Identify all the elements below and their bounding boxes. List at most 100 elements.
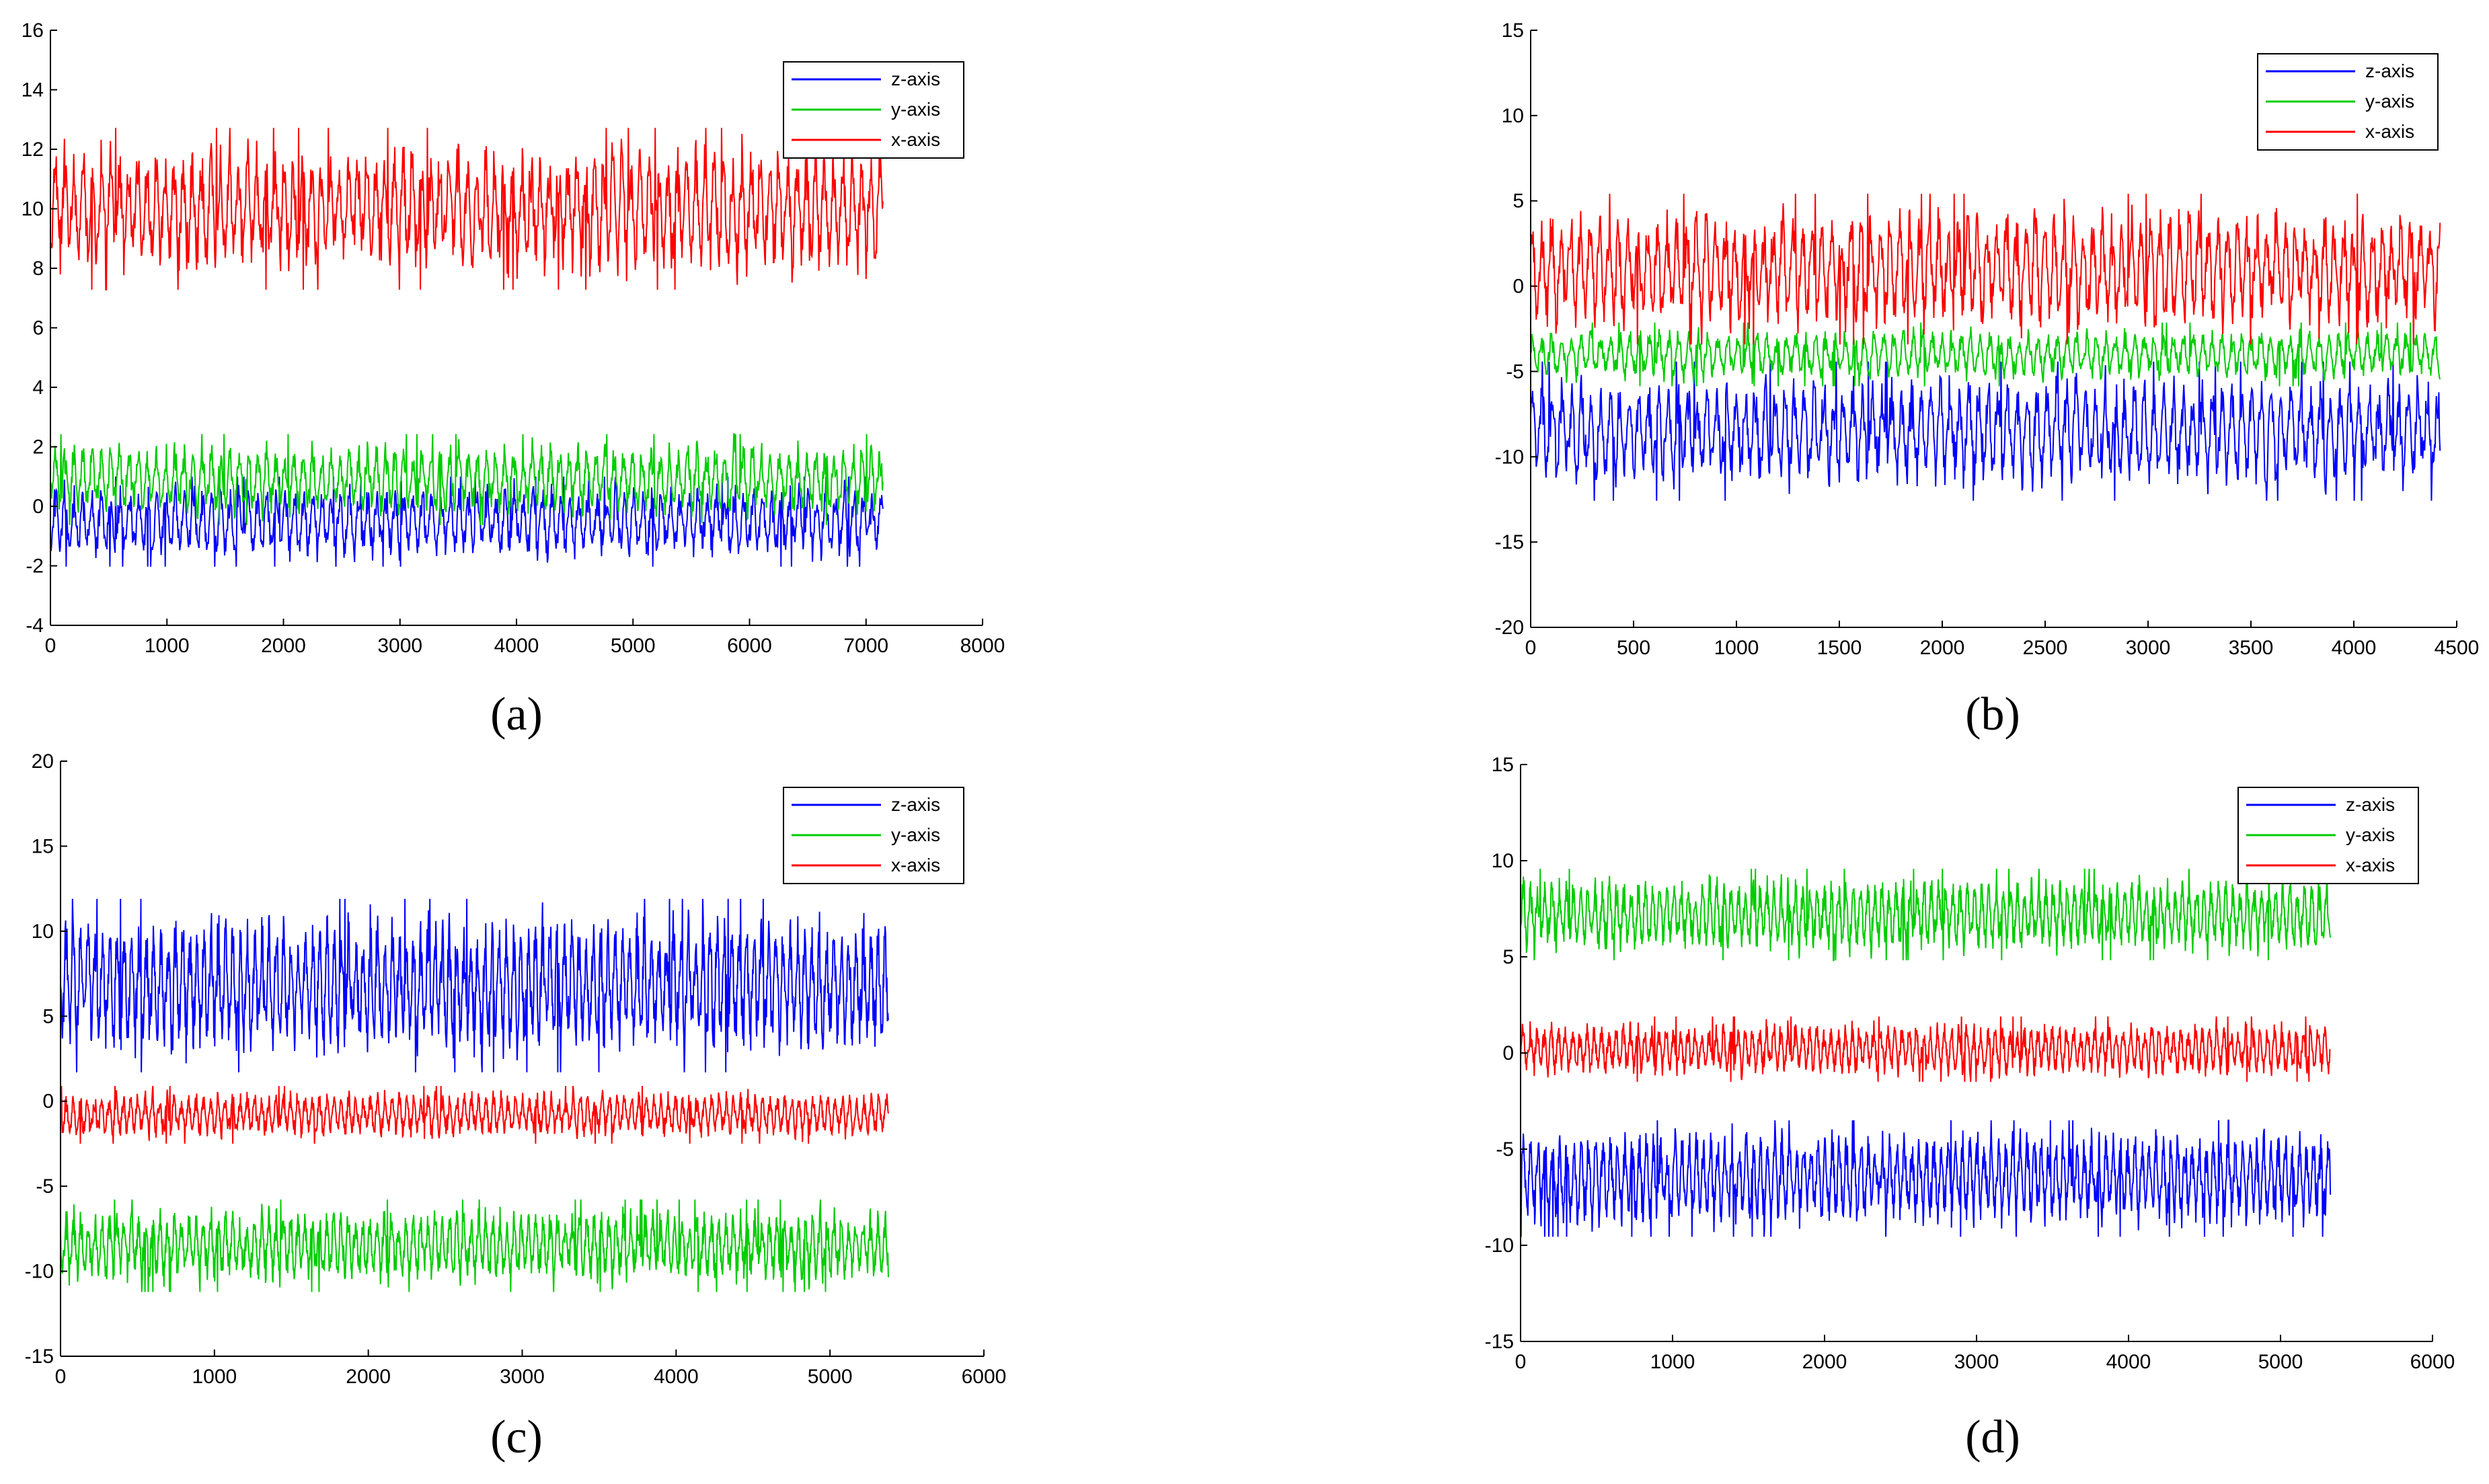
panel-caption: (b) bbox=[1965, 689, 2020, 740]
series-line-z-axis bbox=[50, 476, 884, 567]
series-line-z-axis bbox=[1521, 1120, 2332, 1237]
y-tick-label: 5 bbox=[1512, 190, 1524, 212]
y-tick-label: 10 bbox=[1502, 105, 1524, 127]
y-tick-label: 10 bbox=[32, 921, 54, 943]
y-tick-label: 15 bbox=[1502, 19, 1524, 42]
legend-label: x-axis bbox=[891, 129, 940, 150]
legend: z-axis y-axis x-axis bbox=[783, 787, 964, 884]
y-tick-label: 10 bbox=[22, 198, 44, 221]
series-line-y-axis bbox=[1521, 868, 2332, 962]
y-tick-label: 0 bbox=[42, 1091, 54, 1113]
y-tick-label: -10 bbox=[1485, 1235, 1514, 1257]
y-tick-label: -20 bbox=[1495, 617, 1524, 639]
x-tick-label: 3000 bbox=[2126, 637, 2171, 659]
x-tick-label: 2000 bbox=[1920, 637, 1965, 659]
panel-caption: (c) bbox=[490, 1411, 543, 1463]
x-tick-label: 1000 bbox=[192, 1366, 237, 1388]
x-tick-label: 3500 bbox=[2229, 637, 2274, 659]
x-tick-label: 0 bbox=[45, 635, 56, 657]
x-tick-label: 8000 bbox=[960, 635, 1005, 657]
x-tick-label: 2000 bbox=[261, 635, 306, 657]
legend-label: z-axis bbox=[891, 794, 940, 815]
panel-d: 0 1000 2000 3000 4000 5000 6000 -15 -10 -5 0 5 10 15 z… bbox=[1485, 754, 2455, 1463]
series-line-x-axis bbox=[1521, 1016, 2331, 1082]
y-tick-label: -10 bbox=[1495, 446, 1524, 468]
legend-label: y-axis bbox=[891, 99, 940, 120]
panel-c: 0 1000 2000 3000 4000 5000 6000 -15 -10 -5 0 5 10 15 2… bbox=[25, 750, 1007, 1463]
y-tick-label: 6 bbox=[32, 317, 44, 340]
y-tick-label: -15 bbox=[25, 1345, 54, 1368]
x-tick-label: 3000 bbox=[1954, 1351, 1999, 1373]
x-tick-label: 2500 bbox=[2023, 637, 2068, 659]
x-tick-label: 5000 bbox=[808, 1366, 853, 1388]
series-line-y-axis bbox=[1531, 322, 2441, 387]
x-tick-label: 1000 bbox=[145, 635, 190, 657]
series-line-y-axis bbox=[50, 433, 884, 525]
x-tick-label: 2000 bbox=[346, 1366, 391, 1388]
y-tick-label: -5 bbox=[1506, 360, 1524, 383]
y-tick-label: 0 bbox=[32, 496, 44, 518]
panel-b: 0 500 1000 1500 2000 2500 3000 3500 4000 4500 -20 -… bbox=[1495, 19, 2480, 740]
x-tick-label: 4000 bbox=[654, 1366, 699, 1388]
x-tick-label: 1000 bbox=[1650, 1351, 1695, 1373]
y-tick-label: -5 bbox=[36, 1175, 54, 1198]
x-tick-label: 2000 bbox=[1802, 1351, 1847, 1373]
legend-label: z-axis bbox=[2346, 794, 2395, 815]
series-line-z-axis bbox=[1531, 361, 2441, 501]
series-line-x-axis bbox=[61, 1085, 889, 1144]
y-tick-label: 0 bbox=[1502, 1042, 1514, 1064]
x-tick-label: 0 bbox=[1515, 1351, 1527, 1373]
legend-label: z-axis bbox=[891, 69, 940, 89]
y-tick-label: 12 bbox=[22, 139, 44, 161]
panel-caption: (d) bbox=[1965, 1411, 2020, 1463]
y-tick-label: 4 bbox=[32, 377, 44, 399]
x-tick-label: 500 bbox=[1617, 637, 1650, 659]
series-line-y-axis bbox=[61, 1199, 889, 1292]
y-tick-label: -15 bbox=[1495, 531, 1524, 553]
y-tick-label: 10 bbox=[1492, 850, 1514, 872]
y-tick-label: 16 bbox=[22, 19, 44, 42]
legend-label: y-axis bbox=[2346, 824, 2395, 845]
y-tick-label: 2 bbox=[32, 436, 44, 459]
x-tick-label: 4500 bbox=[2435, 637, 2480, 659]
y-tick-label: 5 bbox=[1502, 946, 1514, 968]
panel-caption: (a) bbox=[490, 689, 543, 740]
y-tick-label: 14 bbox=[22, 79, 44, 102]
x-tick-label: 3000 bbox=[500, 1366, 545, 1388]
x-tick-label: 0 bbox=[1525, 637, 1537, 659]
x-tick-label: 7000 bbox=[843, 635, 888, 657]
legend-label: y-axis bbox=[891, 824, 940, 845]
series-line-x-axis bbox=[50, 128, 884, 290]
y-tick-label: -4 bbox=[26, 615, 44, 637]
y-tick-label: 15 bbox=[1492, 754, 1514, 776]
x-tick-label: 4000 bbox=[2332, 637, 2377, 659]
y-tick-label: 15 bbox=[32, 835, 54, 857]
x-tick-label: 1000 bbox=[1714, 637, 1759, 659]
legend: z-axis y-axis x-axis bbox=[783, 61, 964, 159]
x-tick-label: 4000 bbox=[494, 635, 539, 657]
legend-label: y-axis bbox=[2365, 91, 2414, 112]
x-tick-label: 4000 bbox=[2106, 1351, 2151, 1373]
series-line-z-axis bbox=[61, 898, 889, 1072]
legend-label: x-axis bbox=[2365, 121, 2414, 142]
x-tick-label: 3000 bbox=[377, 635, 422, 657]
y-tick-label: -5 bbox=[1496, 1138, 1514, 1161]
x-tick-label: 5000 bbox=[611, 635, 656, 657]
x-tick-label: 6000 bbox=[727, 635, 772, 657]
y-tick-label: 0 bbox=[1512, 276, 1524, 298]
x-tick-label: 6000 bbox=[962, 1366, 1007, 1388]
y-tick-label: -10 bbox=[25, 1261, 54, 1283]
x-tick-label: 1500 bbox=[1817, 637, 1862, 659]
x-tick-label: 6000 bbox=[2410, 1351, 2455, 1373]
y-tick-label: 20 bbox=[32, 750, 54, 773]
x-tick-label: 5000 bbox=[2258, 1351, 2303, 1373]
x-tick-label: 0 bbox=[55, 1366, 67, 1388]
legend-label: x-axis bbox=[2346, 855, 2395, 875]
panel-a: 0 1000 2000 3000 4000 5000 6000 7000 8000 -4 -2 0 2 4… bbox=[22, 19, 1005, 740]
y-tick-label: -15 bbox=[1485, 1331, 1514, 1353]
y-tick-label: 5 bbox=[42, 1005, 54, 1027]
legend-label: z-axis bbox=[2365, 61, 2414, 81]
y-tick-label: 8 bbox=[32, 258, 44, 280]
legend: z-axis y-axis x-axis bbox=[2237, 787, 2419, 884]
